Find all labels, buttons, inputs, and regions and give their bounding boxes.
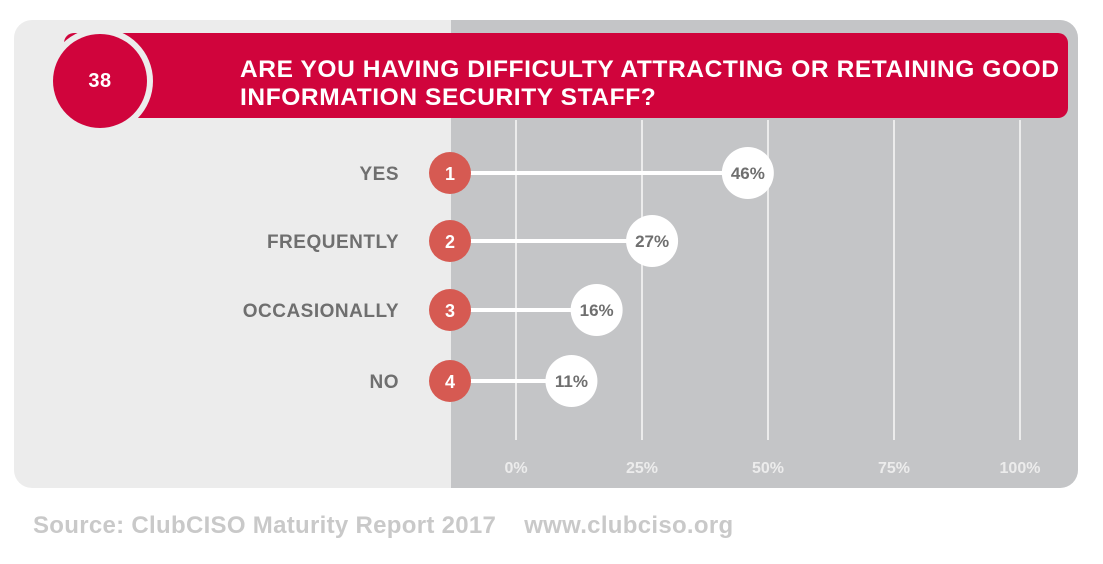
source-text: Source: ClubCISO Maturity Report 2017	[33, 512, 497, 539]
chart-card: ARE YOU HAVING DIFFICULTY ATTRACTING OR …	[14, 20, 1078, 488]
x-tick-label: 100%	[1000, 460, 1041, 477]
chart-title: ARE YOU HAVING DIFFICULTY ATTRACTING OR …	[240, 56, 1060, 111]
rank-circle	[429, 220, 471, 262]
value-label: 27%	[635, 232, 669, 251]
rank-number: 1	[445, 164, 455, 184]
value-label: 46%	[731, 164, 765, 183]
rank-circle	[429, 360, 471, 402]
question-number-badge: 38	[53, 34, 147, 128]
category-label: OCCASIONALLY	[243, 301, 399, 322]
value-marker	[626, 215, 679, 267]
category-label: YES	[359, 164, 399, 185]
rank-circle	[429, 289, 471, 331]
x-tick-label: 75%	[878, 460, 910, 477]
title-banner: ARE YOU HAVING DIFFICULTY ATTRACTING OR …	[64, 33, 1068, 118]
category-label: FREQUENTLY	[267, 232, 399, 253]
rank-number: 2	[445, 232, 455, 252]
category-label: NO	[370, 372, 400, 393]
rank-number: 4	[445, 372, 455, 392]
x-tick-label: 0%	[504, 460, 527, 477]
rank-number: 3	[445, 301, 455, 321]
source-url: www.clubciso.org	[524, 512, 734, 539]
value-label: 11%	[555, 372, 588, 391]
rank-circle	[429, 152, 471, 194]
value-label: 16%	[580, 301, 614, 320]
value-marker	[721, 147, 774, 199]
value-marker	[570, 284, 623, 336]
x-tick-label: 50%	[752, 460, 784, 477]
bar-chart: 0% 25% 50% 75% 100% YES 1 46% FREQUENTLY 2 27% OCCA…	[243, 120, 1041, 477]
value-marker	[545, 355, 598, 407]
x-tick-label: 25%	[626, 460, 658, 477]
source-footer: Source: ClubCISO Maturity Report 2017 www…	[33, 512, 733, 540]
